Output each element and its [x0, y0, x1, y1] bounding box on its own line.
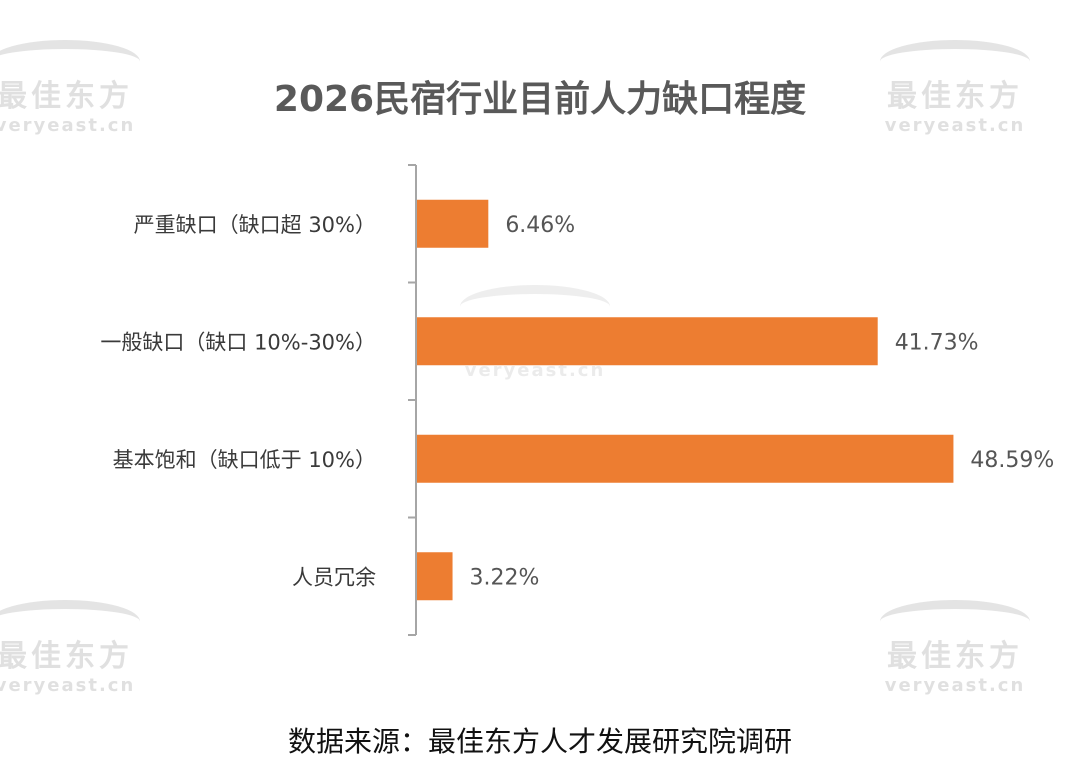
source-note: 数据来源：最佳东方人才发展研究院调研	[287, 725, 792, 758]
watermark-en-text: veryeast.cn	[884, 675, 1026, 696]
value-label: 48.59%	[970, 448, 1054, 473]
value-label: 6.46%	[505, 213, 575, 238]
value-label: 41.73%	[895, 330, 979, 355]
watermark-cn-text: 最佳东方	[887, 639, 1023, 674]
category-label: 严重缺口（缺口超 30%）	[134, 213, 376, 237]
bar	[417, 199, 489, 248]
watermark-cn-text: 最佳东方	[887, 79, 1023, 114]
bar	[417, 434, 954, 483]
watermark-top-left: 最佳东方 veryeast.cn	[0, 40, 160, 136]
category-label: 基本饱和（缺口低于 10%）	[113, 448, 376, 472]
value-label: 3.22%	[470, 565, 540, 590]
category-label: 一般缺口（缺口 10%-30%）	[100, 330, 376, 354]
watermark-cn-text: 最佳东方	[0, 79, 133, 114]
bar	[417, 552, 453, 601]
watermark-en-text: veryeast.cn	[884, 115, 1026, 136]
watermark-en-text: veryeast.cn	[0, 115, 136, 136]
watermark-bottom-right: 最佳东方 veryeast.cn	[860, 600, 1050, 696]
watermark-en-text: veryeast.cn	[0, 675, 136, 696]
bar	[417, 317, 878, 366]
category-label: 人员冗余	[292, 565, 376, 589]
chart-title: 2026民宿行业目前人力缺口程度	[273, 79, 807, 120]
watermark-bottom-left: 最佳东方 veryeast.cn	[0, 600, 160, 696]
watermark-cn-text: 最佳东方	[0, 639, 133, 674]
watermark-top-right: 最佳东方 veryeast.cn	[860, 40, 1050, 136]
